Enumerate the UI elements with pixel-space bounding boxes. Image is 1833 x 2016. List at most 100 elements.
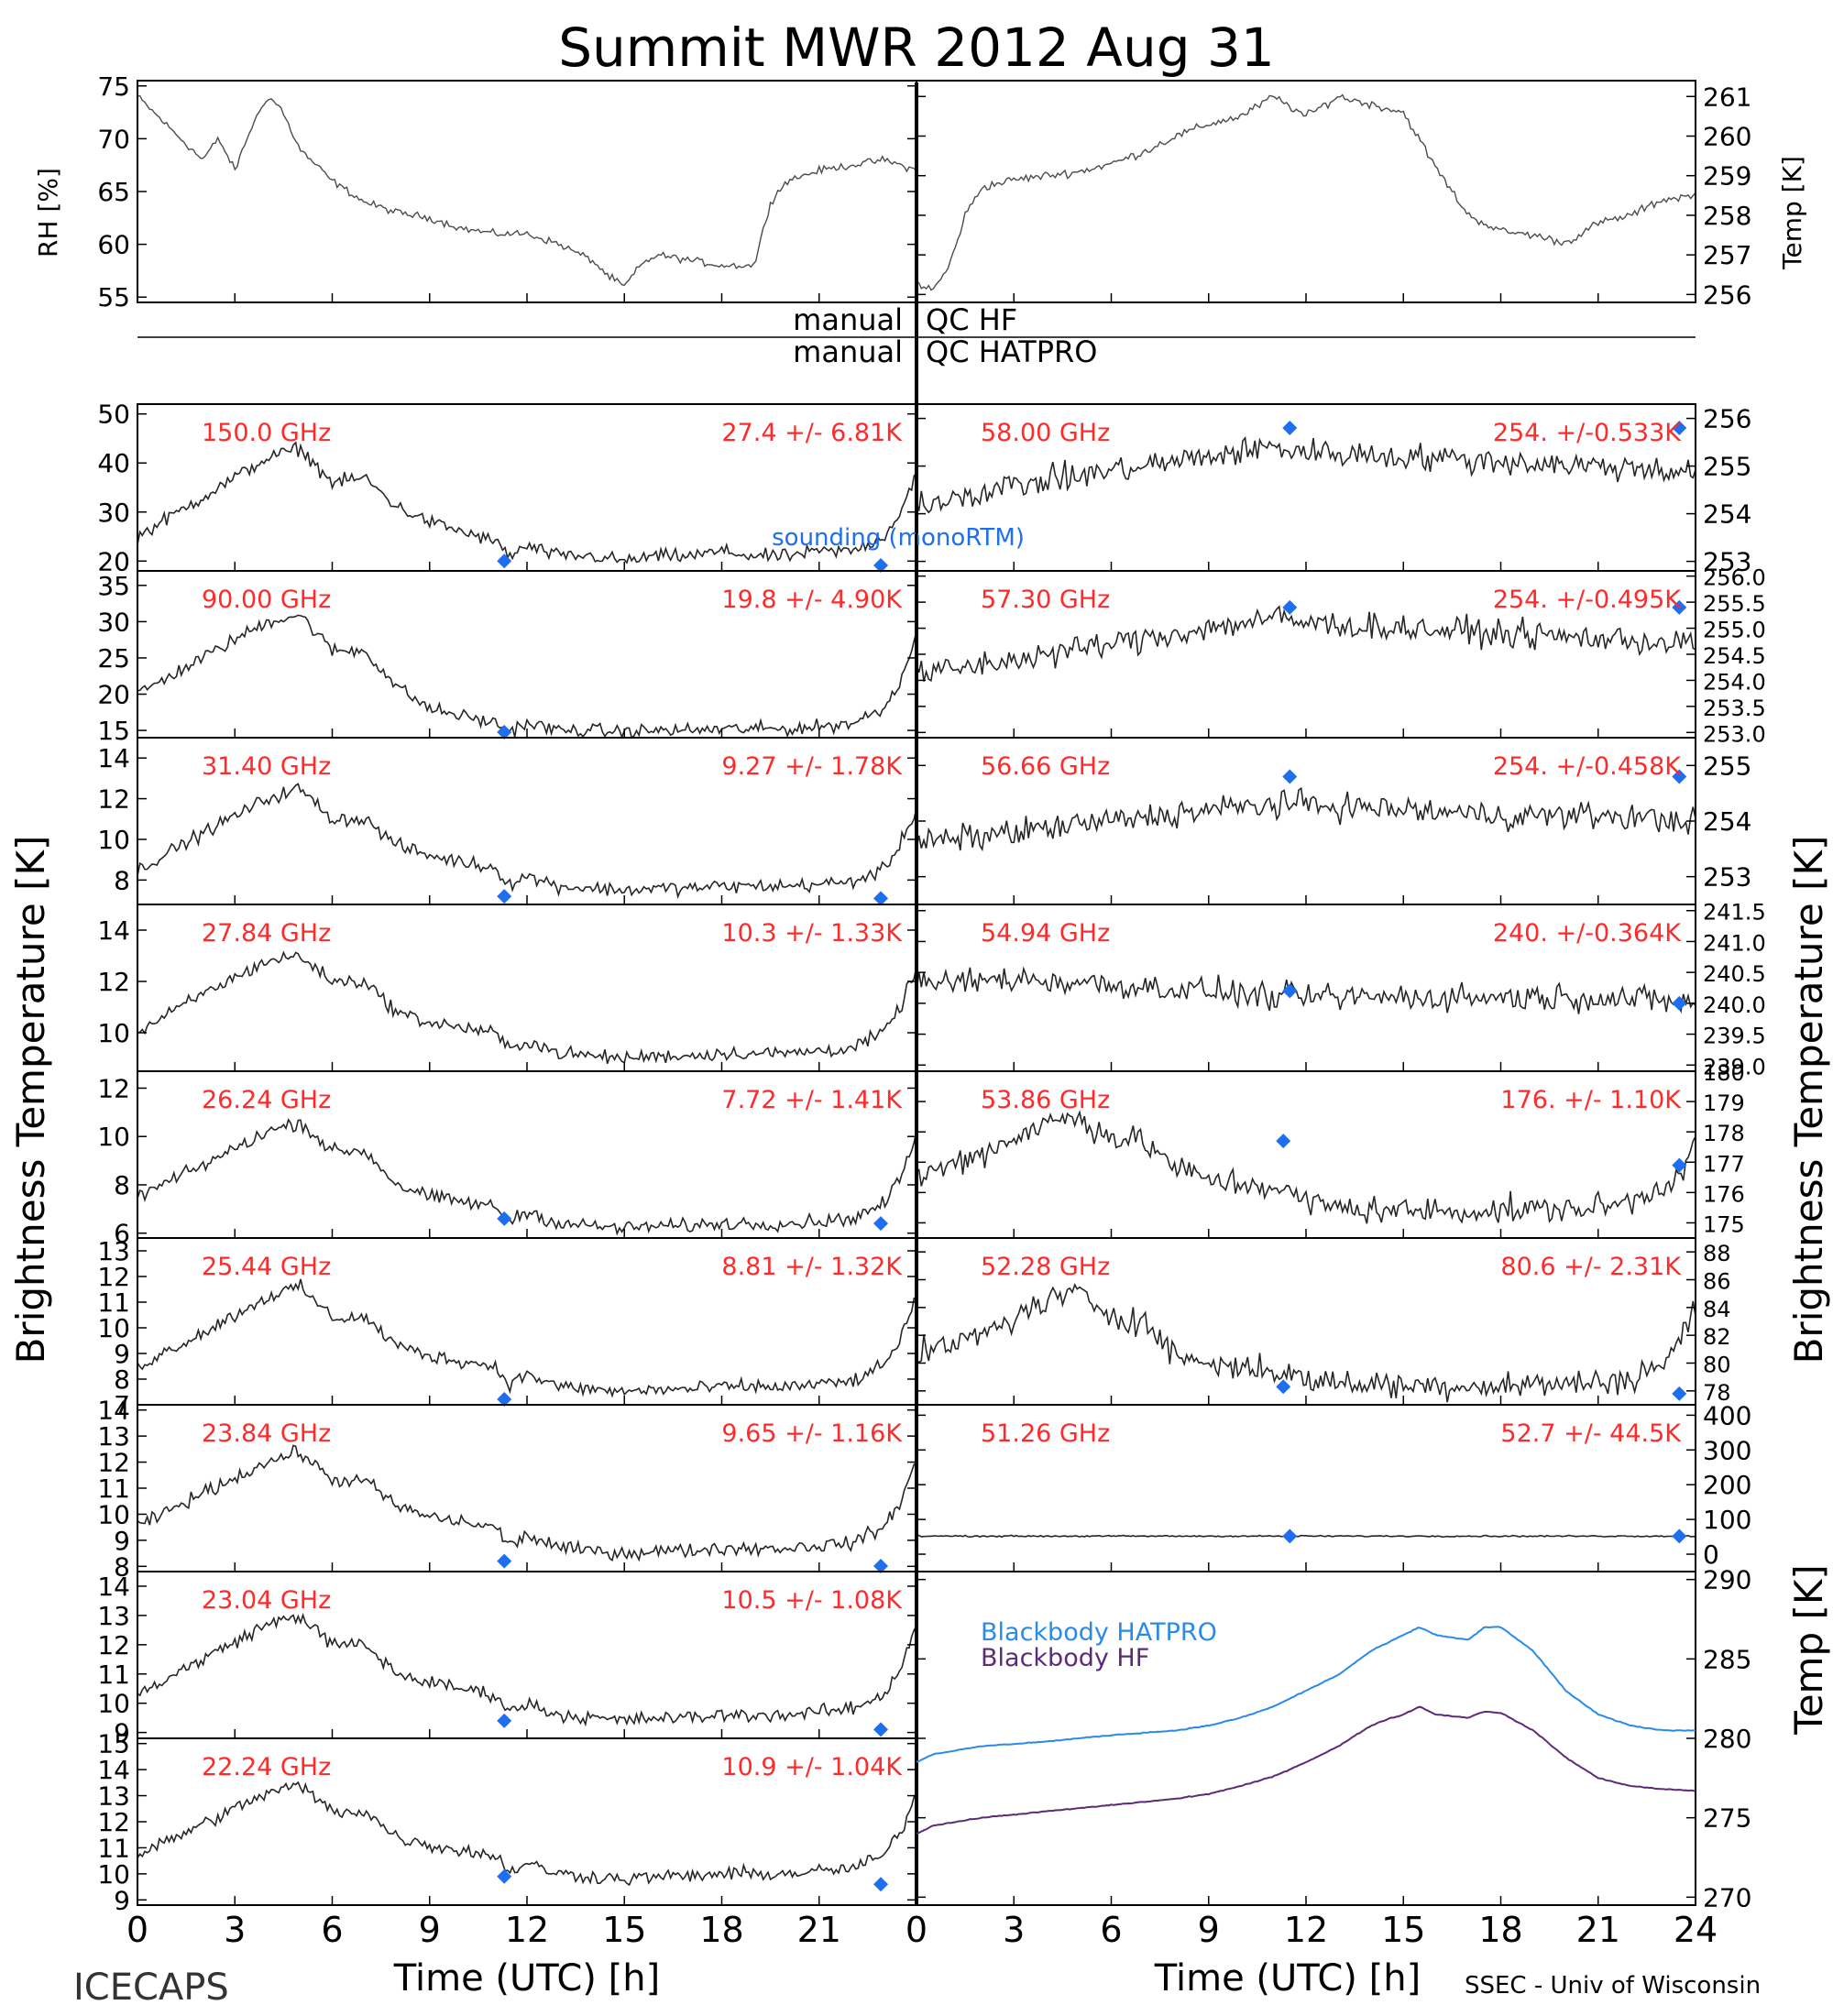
panel-2224-ytick: 11 [97,1833,130,1863]
panel-5386-ytick: 175 [1703,1211,1745,1237]
panel-9000-ytick: 25 [97,643,130,674]
panel-5386-ytick: 178 [1703,1121,1745,1146]
temp-trace [916,93,1696,291]
panel-3140-ytick: 8 [114,865,130,895]
rh-panel-ytick: 75 [97,71,130,102]
panel-5494: 241.5 241.0 240.5 240.0 239.5 239.0 54.94 GHz 2… [916,900,1766,1079]
panel-1500-stat-label: 27.4 +/- 6.81K [721,419,903,447]
panel-5494-freq-label: 54.94 GHz [981,919,1110,948]
panel-5666-stat-label: 254. +/-0.458K [1493,752,1682,781]
panel-5494-ytick: 240.0 [1703,992,1766,1018]
rh-axis-label: RH [%] [33,168,63,257]
panel-5386-ytick: 179 [1703,1090,1745,1116]
panel-5386-ytick: 177 [1703,1151,1745,1177]
panel-5126: 400 300 200 100 0 51.26 GHz 52.7 +/- 44.5K [916,1400,1751,1572]
panel-2384-ytick: 9 [114,1526,130,1556]
panel-5228-sounding-marker [1672,1386,1687,1401]
blackbody-panel: 290 285 280 275 270 [916,1565,1751,1912]
panel-5126-ytick: 200 [1703,1470,1751,1500]
panel-2224-ytick: 15 [97,1729,130,1759]
panel-1500-ytick: 20 [97,546,130,576]
x-tick-left: 9 [419,1910,441,1950]
page-title: Summit MWR 2012 Aug 31 [558,16,1275,79]
panel-5126-sounding-marker [1282,1528,1298,1544]
panel-2384-ytick: 11 [97,1474,130,1504]
rh-trace [137,94,917,286]
panel-5126-sounding-marker [1672,1528,1687,1544]
panel-5666-ytick: 253 [1703,862,1751,893]
panel-5228-stat-label: 80.6 +/- 2.31K [1500,1253,1682,1281]
panel-2224-stat-label: 10.9 +/- 1.04K [721,1753,903,1781]
x-tick-right: 3 [1003,1910,1025,1950]
panel-5730-sounding-marker [1672,599,1687,615]
panel-2224-ytick: 9 [114,1885,130,1915]
qc-hf-left: manual [793,302,903,337]
legend-0: Blackbody HATPRO [981,1618,1217,1647]
temp-panel-ytick: 260 [1703,122,1751,152]
footer-icecaps: ICECAPS [73,1967,229,2009]
panel-9000-freq-label: 90.00 GHz [202,586,331,614]
rh-panel-frame [137,80,917,303]
panel-3140-freq-label: 31.40 GHz [202,752,331,781]
temp-panel-ytick: 261 [1703,82,1751,112]
panel-2624-stat-label: 7.72 +/- 1.41K [721,1086,903,1114]
panel-3140: 14 12 10 8 31.40 GHz 9.27 +/- 1.78K [97,737,917,906]
panel-5126-ytick: 0 [1703,1539,1719,1570]
blackbody-panel-ytick: 280 [1703,1724,1751,1754]
panel-9000: 35 30 25 20 15 90.00 GHz 19.8 +/- 4.90K [97,570,917,746]
panel-5494-ytick: 239.5 [1703,1024,1766,1049]
panel-3140-sounding-marker [873,891,889,906]
panel-5228-trace [916,1283,1696,1403]
panel-2544-sounding-marker [497,1392,512,1407]
blackbody-series-1 [916,1705,1696,1835]
panel-2304-ytick: 14 [97,1572,130,1602]
panel-5228-ytick: 78 [1703,1380,1731,1406]
x-axis-label-right: Time (UTC) [h] [1154,1957,1421,2000]
x-tick-right: 24 [1674,1910,1718,1950]
panel-3140-ytick: 12 [97,784,130,815]
panel-1500-sounding-marker [873,558,889,573]
panel-2304-stat-label: 10.5 +/- 1.08K [721,1586,903,1615]
panel-5800-ytick: 253 [1703,547,1751,577]
temp-panel-ytick: 257 [1703,240,1751,270]
panel-2544-ytick: 13 [97,1236,130,1266]
panel-2624-sounding-marker [873,1216,889,1232]
panel-5800-trace [916,435,1696,514]
panel-5494-stat-label: 240. +/-0.364K [1493,919,1682,948]
panel-2544-ytick: 12 [97,1262,130,1292]
panel-5126-stat-label: 52.7 +/- 44.5K [1500,1419,1682,1448]
panel-2544-trace [137,1278,917,1398]
panel-2624-trace [137,1118,917,1236]
blackbody-series-0 [916,1626,1696,1763]
rh-panel-ytick: 55 [97,282,130,312]
panel-3140-stat-label: 9.27 +/- 1.78K [721,752,903,781]
panel-5730-ytick: 254.0 [1703,669,1766,695]
temp-axis-label: Temp [K] [1777,156,1807,270]
panel-3140-ytick: 14 [97,743,130,773]
panel-5494-sounding-marker [1672,995,1687,1011]
x-tick-right: 6 [1100,1910,1122,1950]
panel-5730-ytick: 253.0 [1703,721,1766,747]
panel-1500-ytick: 40 [97,448,130,478]
panel-9000-ytick: 20 [97,680,130,710]
panel-5666-ytick: 255 [1703,751,1751,781]
panel-2304-ytick: 11 [97,1660,130,1690]
temp-panel: 261 260 259 258 257 256 [916,80,1751,310]
panel-5730-sounding-marker [1282,599,1298,615]
panel-2304-freq-label: 23.04 GHz [202,1586,331,1615]
panel-5494-ytick: 241.5 [1703,900,1766,926]
panel-5666-sounding-marker [1672,769,1687,784]
x-axis: 0 3 6 9 12 15 18 21 0 3 6 9 12 15 18 21 24 [126,1910,1718,1950]
x-tick-right: 15 [1381,1910,1425,1950]
panel-5386: 180 179 178 177 176 175 53.86 GHz 176. +/- 1.10… [916,1060,1745,1239]
panel-2544-ytick: 7 [114,1390,130,1420]
panel-5730-ytick: 254.5 [1703,643,1766,669]
qc-hatpro-right: QC HATPRO [926,334,1097,369]
panel-2224-sounding-marker [497,1868,512,1884]
panel-2624-ytick: 12 [97,1073,130,1103]
panel-2304-sounding-marker [873,1722,889,1737]
panel-2624-sounding-marker [497,1211,512,1226]
panel-2384-freq-label: 23.84 GHz [202,1419,331,1448]
panel-5386-stat-label: 176. +/- 1.10K [1500,1086,1682,1114]
